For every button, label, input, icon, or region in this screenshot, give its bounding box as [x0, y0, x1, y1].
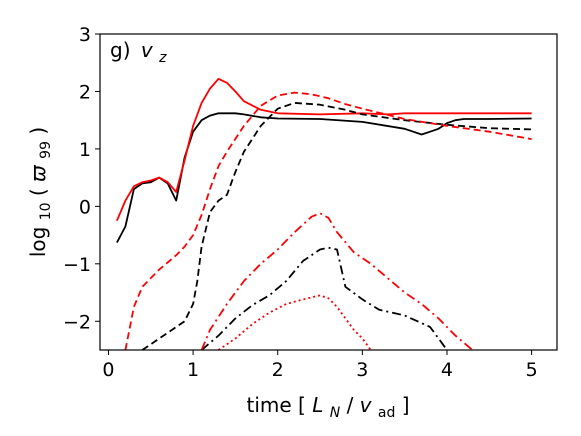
- series-line-4: [201, 246, 448, 350]
- series-line-3: [124, 91, 532, 350]
- y-label-sym: ϖ: [26, 164, 50, 182]
- x-label-suffix: ]: [402, 393, 410, 417]
- series-line-2: [141, 102, 532, 350]
- x-label-L: L: [312, 393, 323, 417]
- x-label-prefix: time [: [246, 393, 305, 417]
- y-label-sub: 10: [38, 202, 54, 220]
- x-label-slash: /: [347, 393, 354, 417]
- series-line-6: [217, 294, 372, 350]
- x-axis: 0 1 2 3 4 5: [102, 350, 538, 381]
- plot-frame: [99, 33, 558, 351]
- x-label-v: v: [360, 393, 373, 417]
- panel-label-sub: z: [158, 50, 167, 66]
- panel-label-letter: g): [110, 38, 131, 62]
- y-label-close: ): [26, 127, 50, 135]
- y-label-log: log: [26, 227, 50, 258]
- panel-label-var: v: [141, 38, 154, 62]
- x-tick-label: 4: [441, 359, 453, 381]
- x-tick-label: 2: [272, 359, 284, 381]
- x-label-vsub: ad: [378, 405, 395, 421]
- y-label-open: (: [26, 188, 50, 196]
- y-label-symsub: 99: [38, 141, 54, 159]
- y-tick-label: 2: [79, 81, 91, 103]
- x-tick-label: 0: [102, 359, 114, 381]
- x-label-Lsub: N: [330, 405, 341, 421]
- y-tick-label: 0: [79, 196, 91, 218]
- series-layer: [116, 77, 532, 350]
- x-axis-label: time [ L N / v ad ]: [246, 393, 409, 422]
- y-axis-label: log 10 ( ϖ 99 ): [26, 127, 55, 257]
- y-tick-label: 1: [79, 139, 91, 161]
- x-tick-label: 5: [526, 359, 538, 381]
- panel-label: g) v z: [110, 38, 167, 66]
- series-line-5: [200, 212, 473, 350]
- x-tick-label: 1: [187, 359, 199, 381]
- y-axis: −2 −1 0 1 2 3: [63, 24, 100, 333]
- series-line-1: [116, 77, 532, 222]
- y-tick-label: 3: [79, 24, 91, 46]
- x-tick-label: 3: [356, 359, 368, 381]
- y-tick-label: −2: [63, 311, 91, 333]
- y-tick-label: −1: [63, 254, 91, 276]
